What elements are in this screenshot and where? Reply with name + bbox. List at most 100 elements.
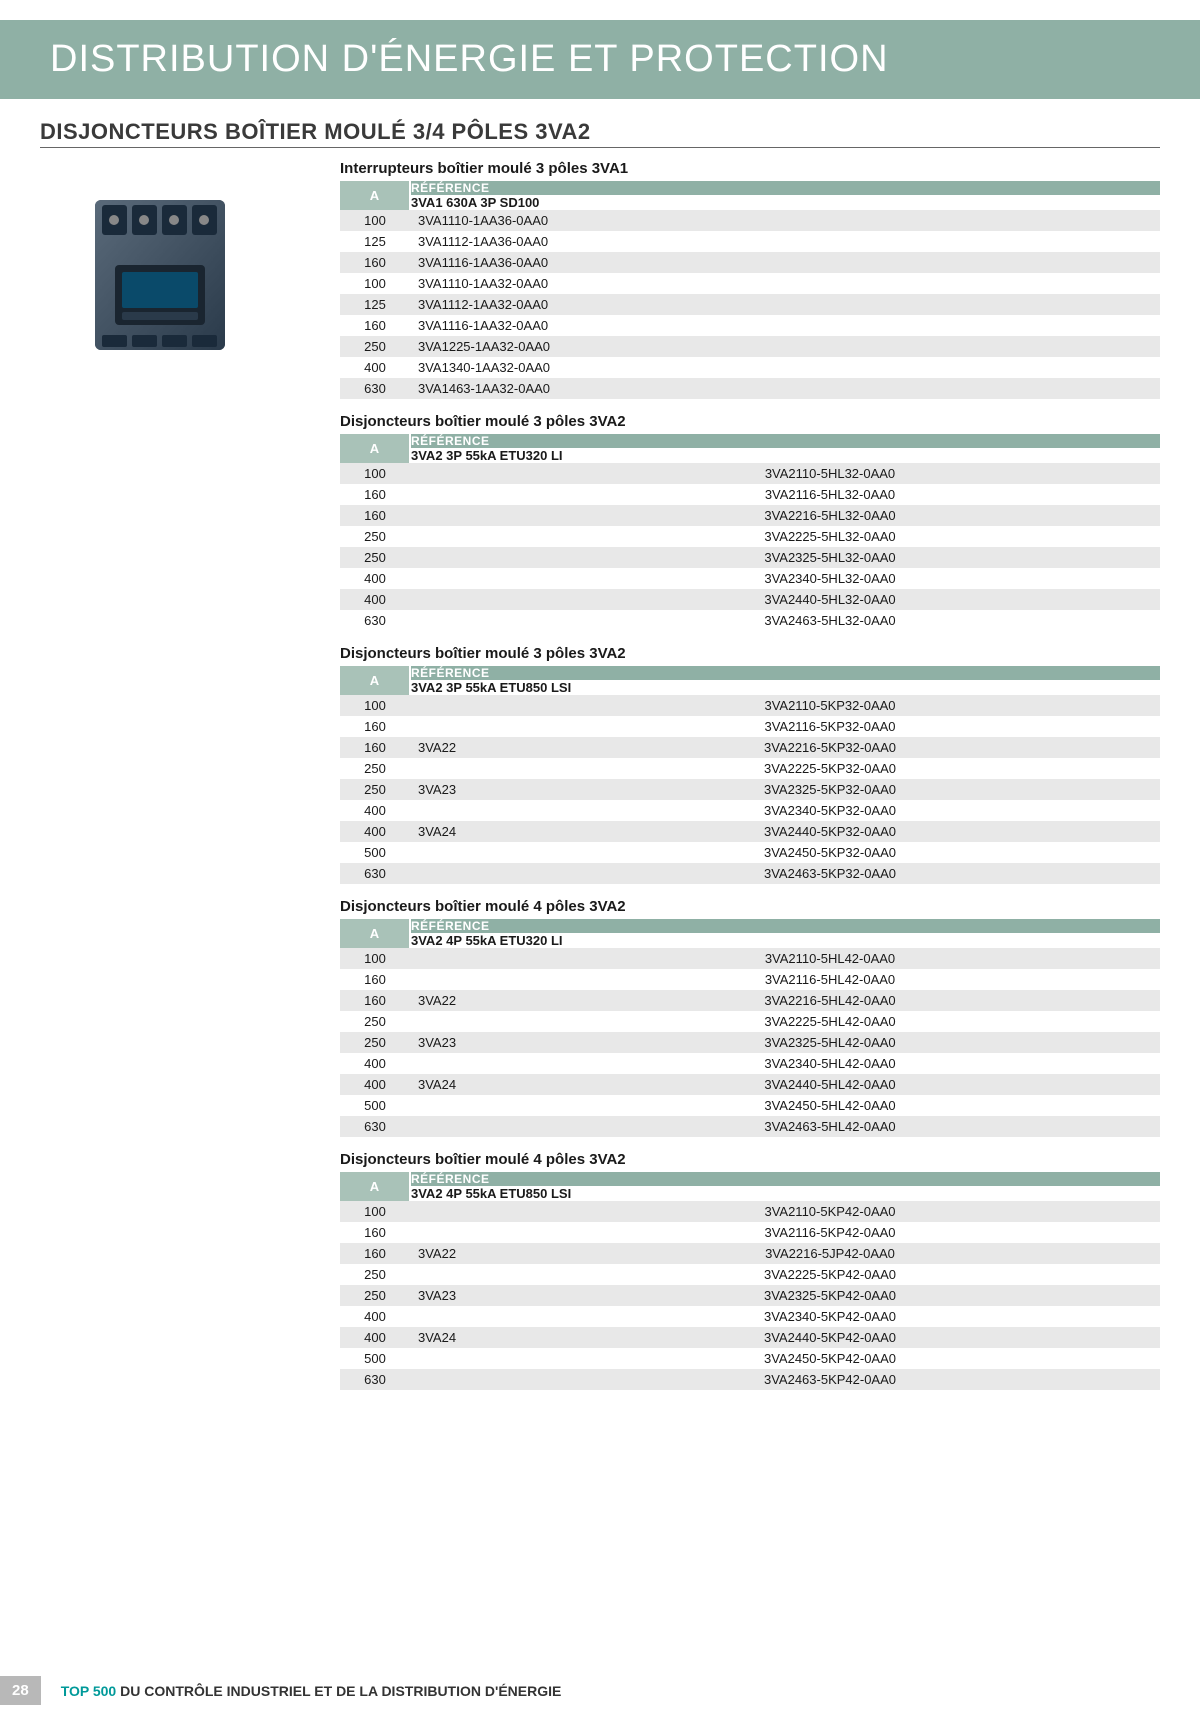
cell-amperage: 160	[340, 1243, 410, 1264]
cell-amperage: 250	[340, 758, 410, 779]
table-row: 4003VA243VA2440-5HL42-0AA0	[340, 1074, 1160, 1095]
page-banner: DISTRIBUTION D'ÉNERGIE ET PROTECTION	[0, 20, 1200, 99]
footer-text: TOP 500 DU CONTRÔLE INDUSTRIEL ET DE LA …	[61, 1683, 562, 1699]
cell-reference: 3VA1116-1AA32-0AA0	[410, 315, 1160, 336]
col-header-a: A	[340, 434, 410, 463]
subheader: 3VA2 4P 55kA ETU320 LI	[410, 933, 1160, 948]
cell-model	[410, 1053, 500, 1074]
table-row: 1003VA2110-5HL42-0AA0	[340, 948, 1160, 969]
cell-reference: 3VA2450-5HL42-0AA0	[500, 1095, 1160, 1116]
cell-amperage: 250	[340, 547, 410, 568]
table-row: 1003VA2110-5KP42-0AA0	[340, 1201, 1160, 1222]
cell-reference: 3VA1110-1AA36-0AA0	[410, 210, 1160, 231]
cell-model	[410, 948, 500, 969]
cell-amperage: 100	[340, 695, 410, 716]
table-row: 160 3VA2116-5HL32-0AA0	[340, 484, 1160, 505]
subheader: 3VA2 3P 55kA ETU850 LSI	[410, 680, 1160, 695]
table-row: 4003VA2340-5KP42-0AA0	[340, 1306, 1160, 1327]
cell-model: 3VA22	[410, 737, 500, 758]
cell-reference: 3VA2440-5HL32-0AA0	[500, 589, 1160, 610]
subheader: 3VA2 3P 55kA ETU320 LI	[410, 448, 1160, 463]
table-row: 630 3VA2463-5HL32-0AA0	[340, 610, 1160, 631]
table-row: 1253VA1112-1AA32-0AA0	[340, 294, 1160, 315]
table-row: 1603VA2116-5KP32-0AA0	[340, 716, 1160, 737]
page-footer: 28 TOP 500 DU CONTRÔLE INDUSTRIEL ET DE …	[0, 1676, 561, 1705]
cell-amperage: 100	[340, 273, 410, 294]
cell-amperage: 100	[340, 1201, 410, 1222]
table-row: 2503VA2225-5HL42-0AA0	[340, 1011, 1160, 1032]
cell-amperage: 400	[340, 357, 410, 378]
table-row: 1003VA1110-1AA32-0AA0	[340, 273, 1160, 294]
cell-reference: 3VA2463-5HL32-0AA0	[500, 610, 1160, 631]
cell-reference: 3VA2116-5HL32-0AA0	[500, 484, 1160, 505]
cell-reference: 3VA2116-5HL42-0AA0	[500, 969, 1160, 990]
table-row: 400 3VA2340-5HL32-0AA0	[340, 568, 1160, 589]
cell-reference: 3VA2440-5KP32-0AA0	[500, 821, 1160, 842]
cell-amperage: 160	[340, 990, 410, 1011]
cell-amperage: 100	[340, 210, 410, 231]
cell-model	[410, 1116, 500, 1137]
cell-reference: 3VA2340-5HL32-0AA0	[500, 568, 1160, 589]
cell-amperage: 400	[340, 568, 410, 589]
cell-reference: 3VA2463-5HL42-0AA0	[500, 1116, 1160, 1137]
cell-amperage: 160	[340, 252, 410, 273]
cell-reference: 3VA2216-5JP42-0AA0	[500, 1243, 1160, 1264]
cell-model	[410, 800, 500, 821]
cell-reference: 3VA1340-1AA32-0AA0	[410, 357, 1160, 378]
cell-amperage: 630	[340, 610, 410, 631]
col-header-ref: RÉFÉRENCE	[410, 434, 1160, 448]
cell-amperage: 630	[340, 1116, 410, 1137]
cell-model	[410, 589, 500, 610]
cell-amperage: 400	[340, 1306, 410, 1327]
cell-reference: 3VA2110-5HL32-0AA0	[500, 463, 1160, 484]
table-row: 6303VA1463-1AA32-0AA0	[340, 378, 1160, 399]
cell-reference: 3VA2325-5KP32-0AA0	[500, 779, 1160, 800]
cell-reference: 3VA2450-5KP32-0AA0	[500, 842, 1160, 863]
cell-amperage: 250	[340, 336, 410, 357]
cell-model	[410, 610, 500, 631]
cell-model	[410, 526, 500, 547]
cell-reference: 3VA2225-5KP42-0AA0	[500, 1264, 1160, 1285]
data-table: ARÉFÉRENCE3VA1 630A 3P SD1001003VA1110-1…	[340, 181, 1160, 399]
cell-model: 3VA22	[410, 990, 500, 1011]
col-header-a: A	[340, 919, 410, 948]
cell-model	[410, 695, 500, 716]
data-table: ARÉFÉRENCE3VA2 4P 55kA ETU320 LI1003VA21…	[340, 919, 1160, 1137]
cell-amperage: 160	[340, 505, 410, 526]
table-row: 2503VA233VA2325-5KP42-0AA0	[340, 1285, 1160, 1306]
cell-model	[410, 1011, 500, 1032]
cell-reference: 3VA2325-5HL32-0AA0	[500, 547, 1160, 568]
cell-model	[410, 1222, 500, 1243]
col-header-ref: RÉFÉRENCE	[410, 1172, 1160, 1186]
cell-model	[410, 863, 500, 884]
cell-reference: 3VA1112-1AA36-0AA0	[410, 231, 1160, 252]
cell-model	[410, 568, 500, 589]
cell-reference: 3VA2340-5KP32-0AA0	[500, 800, 1160, 821]
tables-container: Interrupteurs boîtier moulé 3 pôles 3VA1…	[340, 160, 1160, 1404]
cell-model	[410, 463, 500, 484]
cell-amperage: 630	[340, 863, 410, 884]
cell-amperage: 400	[340, 1074, 410, 1095]
cell-model	[410, 484, 500, 505]
table-block: Disjoncteurs boîtier moulé 4 pôles 3VA2A…	[340, 898, 1160, 1137]
table-block: Disjoncteurs boîtier moulé 3 pôles 3VA2A…	[340, 645, 1160, 884]
cell-amperage: 400	[340, 821, 410, 842]
table-block: Disjoncteurs boîtier moulé 4 pôles 3VA2A…	[340, 1151, 1160, 1390]
col-header-ref: RÉFÉRENCE	[410, 666, 1160, 680]
cell-amperage: 160	[340, 484, 410, 505]
cell-model	[410, 1369, 500, 1390]
cell-reference: 3VA2216-5KP32-0AA0	[500, 737, 1160, 758]
cell-amperage: 630	[340, 1369, 410, 1390]
cell-model: 3VA23	[410, 1285, 500, 1306]
cell-reference: 3VA2463-5KP32-0AA0	[500, 863, 1160, 884]
cell-amperage: 160	[340, 315, 410, 336]
cell-model: 3VA23	[410, 779, 500, 800]
cell-amperage: 100	[340, 463, 410, 484]
table-row: 1603VA223VA2216-5KP32-0AA0	[340, 737, 1160, 758]
table-row: 2503VA233VA2325-5HL42-0AA0	[340, 1032, 1160, 1053]
cell-reference: 3VA2216-5HL32-0AA0	[500, 505, 1160, 526]
cell-amperage: 160	[340, 969, 410, 990]
cell-reference: 3VA1116-1AA36-0AA0	[410, 252, 1160, 273]
table-title: Disjoncteurs boîtier moulé 3 pôles 3VA2	[340, 413, 1160, 430]
col-header-a: A	[340, 666, 410, 695]
